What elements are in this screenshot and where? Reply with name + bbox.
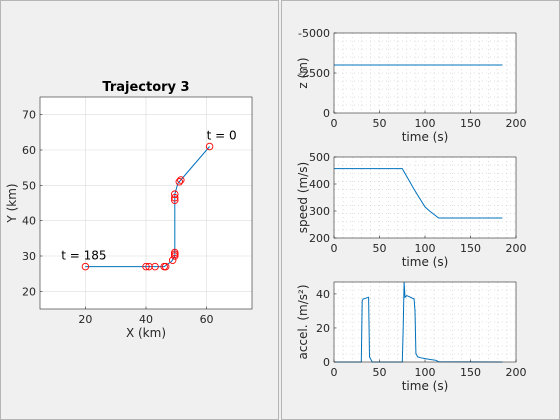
position-marker [160, 262, 168, 271]
y-axis-label: speed (m/s) [296, 162, 310, 233]
series-line-1 [334, 168, 503, 219]
position-marker [151, 262, 159, 271]
x-tick-label: 100 [415, 117, 436, 130]
position-marker [168, 256, 177, 264]
time-annotation: t = 0 [207, 128, 237, 142]
x-axis-label: time (s) [402, 130, 449, 144]
chart-4: 0 50 100 150 200 0 20 40 time (s) accel. (m/s²) [296, 281, 527, 393]
y-tick-label: 300 [309, 205, 330, 218]
y-tick-label: 20 [22, 285, 36, 298]
chart-2: 0 50 100 150 200 -5000 -2500 0 time (s) z (m) [296, 27, 527, 144]
x-tick-label: 200 [506, 242, 527, 255]
chart-3: 0 50 100 150 200 200 300 400 500 time (s) speed (m… [296, 151, 527, 269]
x-tick-label: 200 [506, 366, 527, 379]
x-tick-label: 100 [415, 242, 436, 255]
position-marker [145, 262, 153, 271]
y-tick-label: 0 [323, 356, 330, 369]
x-tick-label: 50 [373, 366, 387, 379]
y-tick-label: -5000 [298, 27, 330, 40]
y-tick-label: 50 [22, 179, 36, 192]
series-line-1 [334, 281, 503, 363]
x-tick-label: 150 [460, 117, 481, 130]
time-annotation: t = 185 [61, 249, 106, 263]
y-axis-label: z (m) [296, 57, 310, 88]
position-marker [177, 176, 185, 184]
y-tick-label: 30 [22, 250, 36, 263]
y-tick-label: 400 [309, 178, 330, 191]
y-axis-label: Y (km) [5, 183, 19, 223]
x-tick-label: 150 [460, 242, 481, 255]
x-tick-label: 50 [373, 117, 387, 130]
x-tick-label: 0 [331, 242, 338, 255]
x-tick-label: 200 [506, 117, 527, 130]
y-tick-label: 20 [316, 322, 330, 335]
x-axis-label: time (s) [402, 379, 449, 393]
position-marker [175, 178, 184, 186]
y-tick-label: 60 [22, 144, 36, 157]
x-tick-label: 20 [78, 313, 92, 326]
y-axis-label: accel. (m/s²) [296, 284, 310, 359]
position-marker [171, 190, 179, 198]
position-marker [205, 142, 214, 151]
x-tick-label: 150 [460, 366, 481, 379]
x-axis-label: time (s) [402, 255, 449, 269]
y-tick-label: 500 [309, 151, 330, 164]
y-tick-label: 40 [316, 288, 330, 301]
chart-1: 20 40 60 20 30 40 50 60 70 X (km) Y (km) Trajectory… [5, 80, 253, 340]
x-axis-label: X (km) [126, 326, 166, 340]
y-tick-label: 0 [323, 107, 330, 120]
position-marker [81, 262, 90, 271]
y-tick-label: -2500 [298, 67, 330, 80]
position-marker [142, 262, 150, 271]
x-tick-label: 0 [331, 117, 338, 130]
x-tick-label: 100 [415, 366, 436, 379]
chart-title: Trajectory 3 [102, 80, 189, 95]
x-tick-label: 40 [139, 313, 153, 326]
position-marker [171, 196, 179, 204]
y-tick-label: 70 [22, 109, 36, 122]
position-marker [171, 252, 179, 260]
x-tick-label: 50 [373, 242, 387, 255]
y-tick-label: 40 [22, 215, 36, 228]
x-tick-label: 0 [331, 366, 338, 379]
position-marker [171, 193, 179, 202]
y-tick-label: 200 [309, 232, 330, 245]
x-tick-label: 60 [200, 313, 214, 326]
